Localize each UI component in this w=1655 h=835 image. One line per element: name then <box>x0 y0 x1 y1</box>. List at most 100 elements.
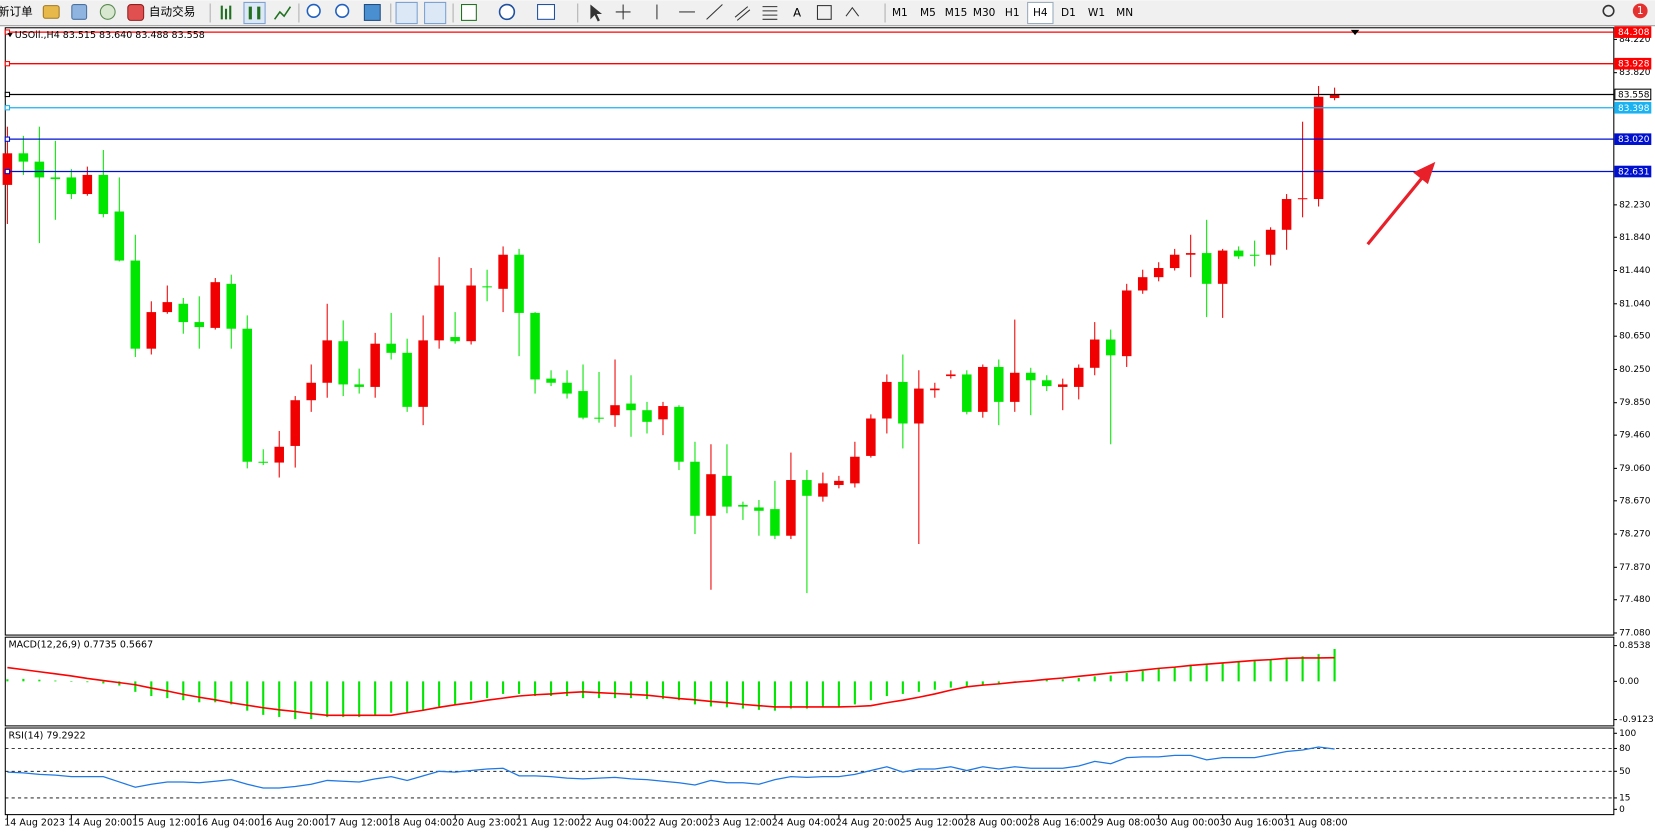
macd-bar <box>949 681 952 688</box>
x-tick-label: 24 Aug 20:00 <box>836 818 900 829</box>
templates-icon[interactable] <box>537 4 556 20</box>
candle-body <box>1185 253 1196 255</box>
candle-body <box>306 382 316 401</box>
candle-body <box>642 410 652 422</box>
candle-body <box>98 174 109 214</box>
tile-windows-icon[interactable] <box>363 4 381 21</box>
timeframe-button[interactable]: H1 <box>1005 7 1020 19</box>
candle-body <box>1089 339 1100 368</box>
candle-body <box>1217 250 1228 284</box>
timeframe-button[interactable]: M5 <box>920 7 936 19</box>
y-tick-label: 80.650 <box>1619 332 1651 342</box>
macd-bar <box>1077 678 1080 682</box>
timeframe-bar: M1 M5 M15 M30 H1 H4 D1 W1 MN <box>892 1 1133 25</box>
candle-body <box>802 480 812 496</box>
macd-bar <box>262 681 265 715</box>
y-tick-label: 80 <box>1619 744 1631 754</box>
candle-body <box>1137 277 1148 291</box>
timeframe-button[interactable]: M30 <box>973 7 996 19</box>
candle-body <box>530 312 540 380</box>
zoom-out-icon[interactable] <box>335 3 350 19</box>
bar-chart-icon[interactable] <box>220 5 232 20</box>
candle-body <box>162 302 173 313</box>
candle-body <box>130 260 141 349</box>
candle-chart-icon[interactable] <box>248 6 261 20</box>
y-tick-label: 0 <box>1619 805 1625 815</box>
macd-bar <box>166 681 169 699</box>
macd-bar <box>438 681 441 707</box>
candle-body <box>594 417 604 419</box>
x-tick-label: 14 Aug 2023 <box>4 818 65 829</box>
candle-body <box>1026 372 1036 381</box>
title-marker <box>7 33 13 38</box>
candle-body <box>1121 290 1132 357</box>
candle-body <box>946 374 956 377</box>
x-tick-label: 15 Aug 12:00 <box>132 818 196 829</box>
y-tick-label: 81.040 <box>1619 299 1651 309</box>
candle-body <box>866 418 876 456</box>
panel-title: RSI(14) 79.2922 <box>8 730 85 741</box>
auto-trading-icon[interactable] <box>127 4 145 21</box>
arrows-tool[interactable] <box>845 6 860 17</box>
new-order-button[interactable]: 新订单 <box>0 4 33 18</box>
x-tick-label: 14 Aug 20:00 <box>68 818 132 829</box>
x-tick-label: 24 Aug 04:00 <box>772 818 836 829</box>
candle-body <box>258 461 268 463</box>
macd-bar <box>422 681 425 711</box>
candle-body <box>514 254 524 313</box>
line-chart-icon[interactable] <box>273 6 292 20</box>
signals-icon[interactable] <box>99 4 116 20</box>
auto-scroll-icon[interactable] <box>424 1 447 25</box>
timeframe-button[interactable]: W1 <box>1088 7 1105 19</box>
trendline-tool[interactable] <box>706 4 723 20</box>
market-watch-icon[interactable] <box>71 4 88 20</box>
y-tick-label: 100 <box>1619 729 1636 739</box>
macd-bar <box>534 681 537 697</box>
notification-badge[interactable] <box>1632 3 1648 19</box>
macd-bar <box>917 681 920 692</box>
channel-tool[interactable] <box>734 6 751 21</box>
candle-body <box>562 382 572 394</box>
fibonacci-tool[interactable] <box>762 6 778 20</box>
timeframe-button[interactable]: M1 <box>892 7 908 19</box>
timeframe-button[interactable]: D1 <box>1061 7 1076 19</box>
text-tool[interactable]: A <box>793 5 801 19</box>
timeframe-button[interactable]: MN <box>1116 7 1133 19</box>
line-anchor <box>4 29 11 35</box>
macd-bar <box>1141 670 1144 682</box>
y-tick-label: 81.440 <box>1619 266 1651 276</box>
y-tick-label: 50 <box>1619 767 1631 777</box>
crosshair-tool[interactable] <box>615 4 631 20</box>
panel-frame <box>4 27 1615 636</box>
macd-bar <box>613 681 617 699</box>
folder-icon[interactable] <box>42 5 60 19</box>
macd-bar <box>597 681 601 699</box>
periods-icon[interactable] <box>498 3 516 21</box>
timeframe-button[interactable]: M15 <box>945 7 968 19</box>
macd-bar <box>645 681 649 699</box>
candle-body <box>754 507 764 511</box>
cursor-tool[interactable] <box>590 4 603 22</box>
chart-shift-icon[interactable] <box>395 1 418 25</box>
macd-bar <box>741 681 745 709</box>
candle-body <box>290 400 300 446</box>
annotation-arrow <box>1366 173 1426 246</box>
candle-body <box>834 480 844 486</box>
macd-bar <box>1301 656 1304 682</box>
timeframe-button[interactable]: H4 <box>1033 7 1048 19</box>
macd-bar <box>629 681 633 699</box>
macd-bar <box>246 681 249 711</box>
zoom-in-icon[interactable] <box>306 3 321 19</box>
text-label-tool[interactable] <box>816 5 832 20</box>
auto-trading-button[interactable]: 自动交易 <box>149 4 195 18</box>
y-tick-label: 81.840 <box>1619 233 1651 243</box>
y-tick-label: 79.060 <box>1619 464 1651 474</box>
candle-chart-icon-active[interactable] <box>243 1 266 25</box>
search-icon[interactable] <box>1602 4 1615 17</box>
x-tick-label: 29 Aug 08:00 <box>1092 818 1156 829</box>
indicators-icon[interactable] <box>461 4 477 21</box>
candle-body <box>1057 384 1068 387</box>
macd-bar <box>709 681 713 707</box>
macd-bar <box>358 681 361 717</box>
